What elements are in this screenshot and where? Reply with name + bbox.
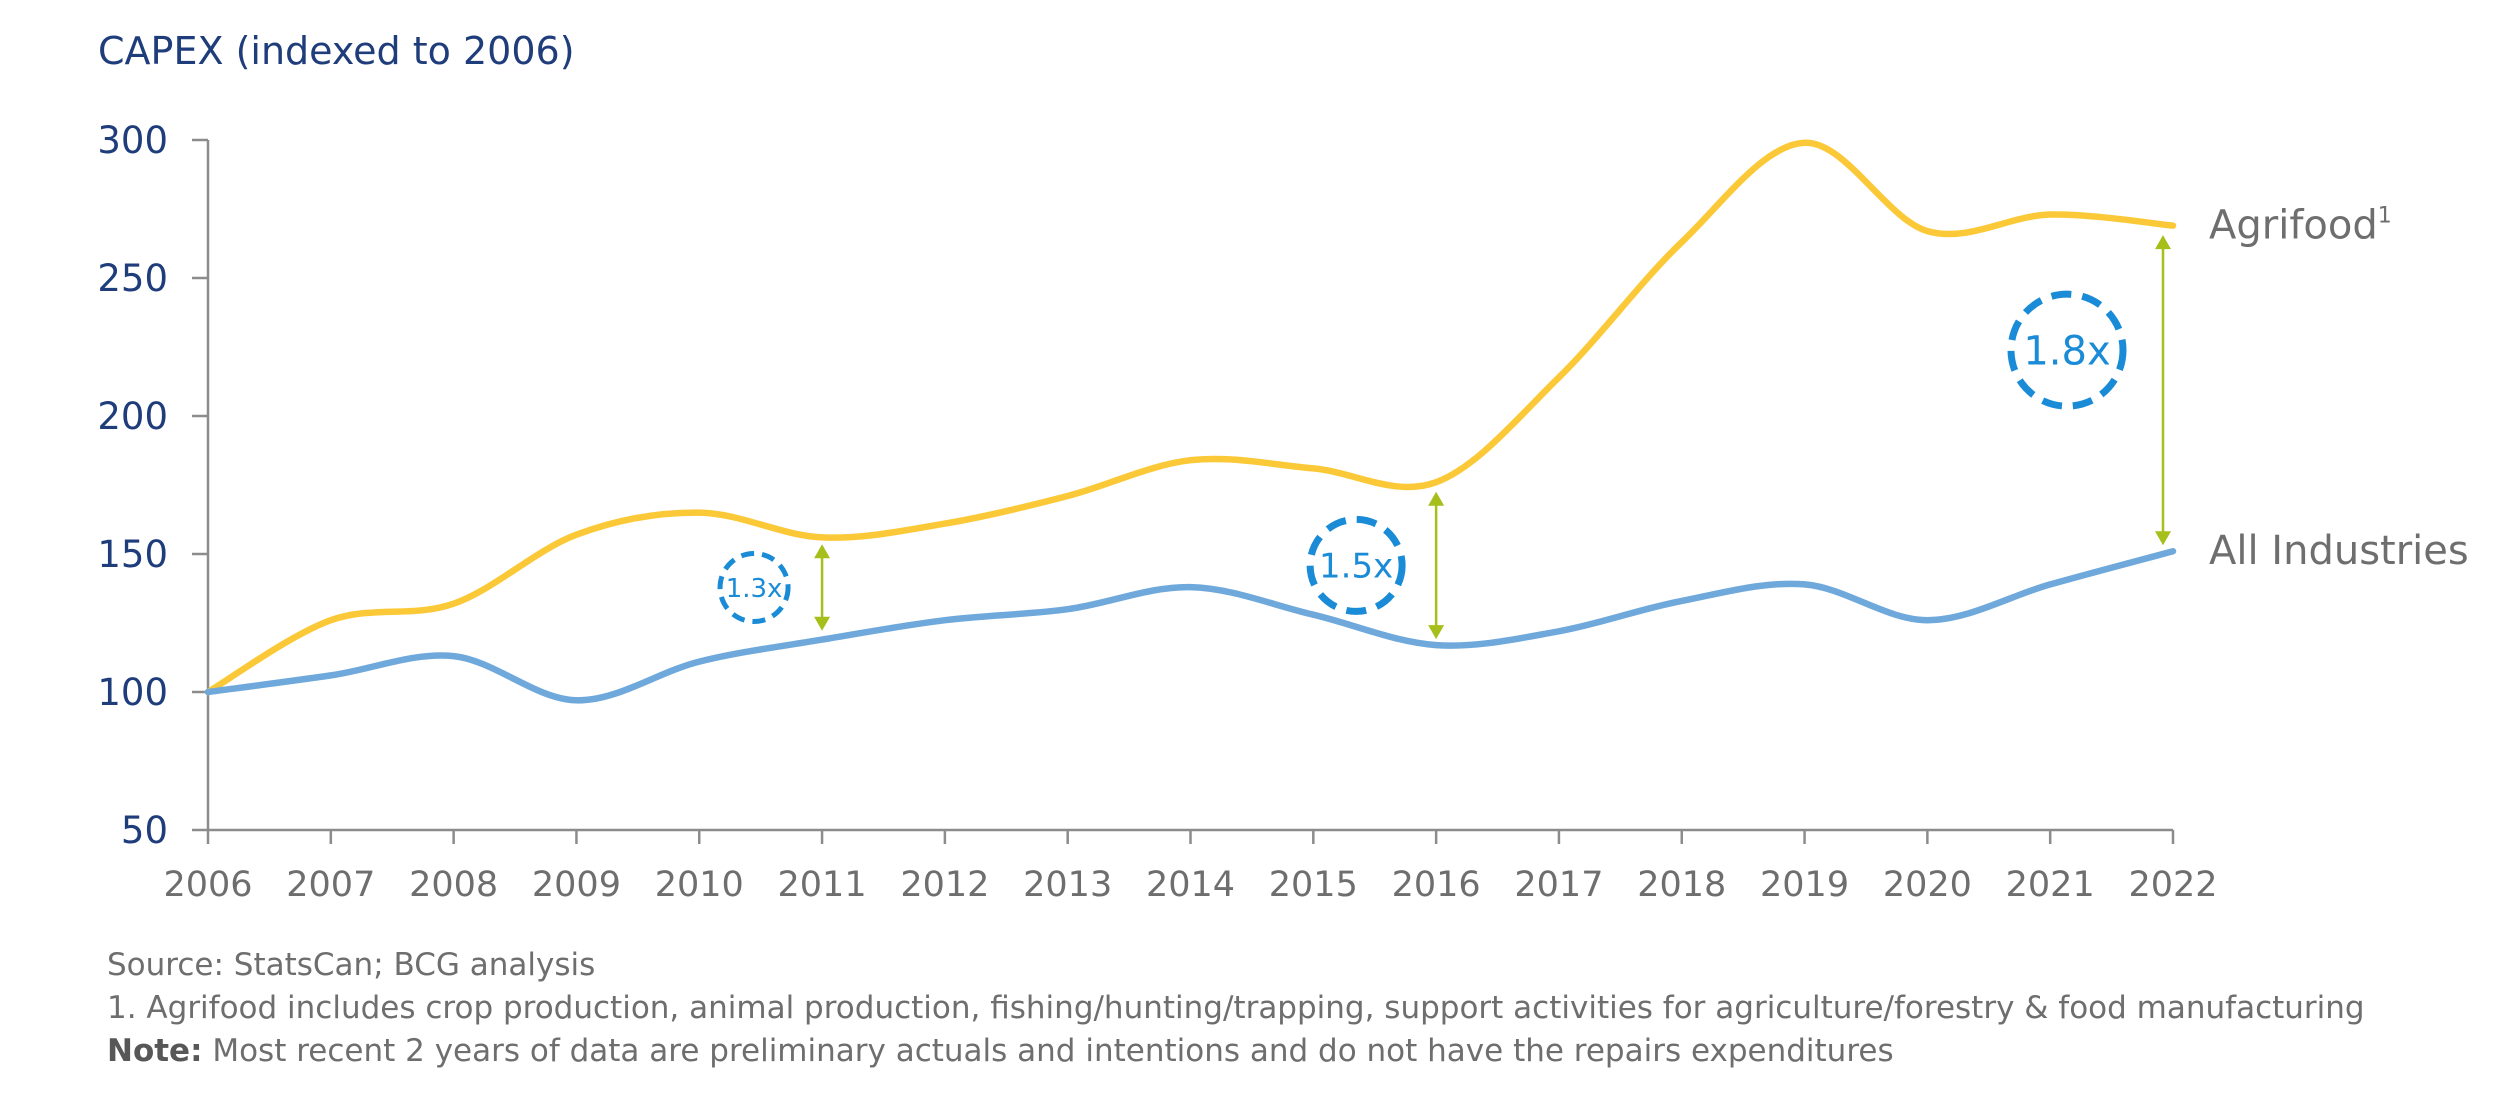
annotation-1.8x: 1.8x [2007,235,2171,546]
arrow-head-up [814,544,831,559]
y-tick-label: 250 [97,257,168,300]
series-line-agrifood [204,139,2177,696]
annotation-label: 1.3x [726,574,783,604]
annotation-1.5x: 1.5x [1306,491,1445,640]
x-tick-label: 2021 [2006,865,2095,905]
annotations: 1.3x 1.5x 1.8x [717,235,2171,640]
series-line-all-industries [204,547,2177,704]
y-tick-label: 50 [121,809,168,852]
series-label-agrifood: Agrifood1 [2209,203,2392,249]
y-tick-label: 300 [97,119,168,162]
x-tick-label: 2006 [163,865,252,905]
annotation-1.3x: 1.3x [717,544,831,631]
arrow-head-up [1428,491,1445,506]
x-tick-label: 2020 [1883,865,1972,905]
arrow-head-down [2155,531,2171,546]
arrow-head-up [2155,235,2171,250]
y-tick-label: 100 [97,671,168,714]
x-tick-label: 2013 [1023,865,1112,905]
x-tick-label: 2011 [778,865,867,905]
x-tick-label: 2009 [532,865,621,905]
series-label-all-industries: All Industries [2209,528,2469,574]
x-tick-label: 2018 [1637,865,1726,905]
x-tick-label: 2019 [1760,865,1849,905]
annotation-dashed-circle [1306,515,1406,615]
source-note: Source: StatsCan; BCG analysis [107,947,596,983]
arrow-head-down [814,616,831,631]
preliminary-note: Note: Most recent 2 years of data are pr… [107,1030,2365,1073]
x-tick-label: 2017 [1514,865,1603,905]
note-text: Most recent 2 years of data are prelimin… [202,1033,1894,1069]
x-tick-label: 2015 [1269,865,1358,905]
footnotes: Source: StatsCan; BCG analysis 1. Agrifo… [107,944,2365,1073]
footnote-1: 1. Agrifood includes crop production, an… [107,990,2365,1026]
x-tick-label: 2007 [286,865,375,905]
series-labels: Agrifood1 All Industries [2209,203,2469,575]
note-label: Note: [107,1033,203,1069]
x-tick-label: 2012 [900,865,989,905]
x-tick-label: 2014 [1146,865,1235,905]
arrow-head-down [1428,625,1445,640]
chart-title: CAPEX (indexed to 2006) [98,29,575,73]
annotation-label: 1.5x [1319,547,1393,587]
annotation-dashed-circle [717,551,791,624]
y-tick-label: 150 [97,533,168,576]
x-tick-label: 2022 [2128,865,2217,905]
y-tick-label: 200 [97,395,168,438]
x-tick-label: 2016 [1392,865,1481,905]
annotation-dashed-circle [2007,290,2127,410]
series-label-footnote-marker: 1 [2378,204,2392,229]
axes: 50 100 150 200 250 300 2006 2007 2008 2009 2010 201… [97,119,2217,905]
x-tick-label: 2010 [655,865,744,905]
annotation-label: 1.8x [2023,329,2110,375]
x-tick-label: 2008 [409,865,498,905]
series-lines [204,139,2177,704]
